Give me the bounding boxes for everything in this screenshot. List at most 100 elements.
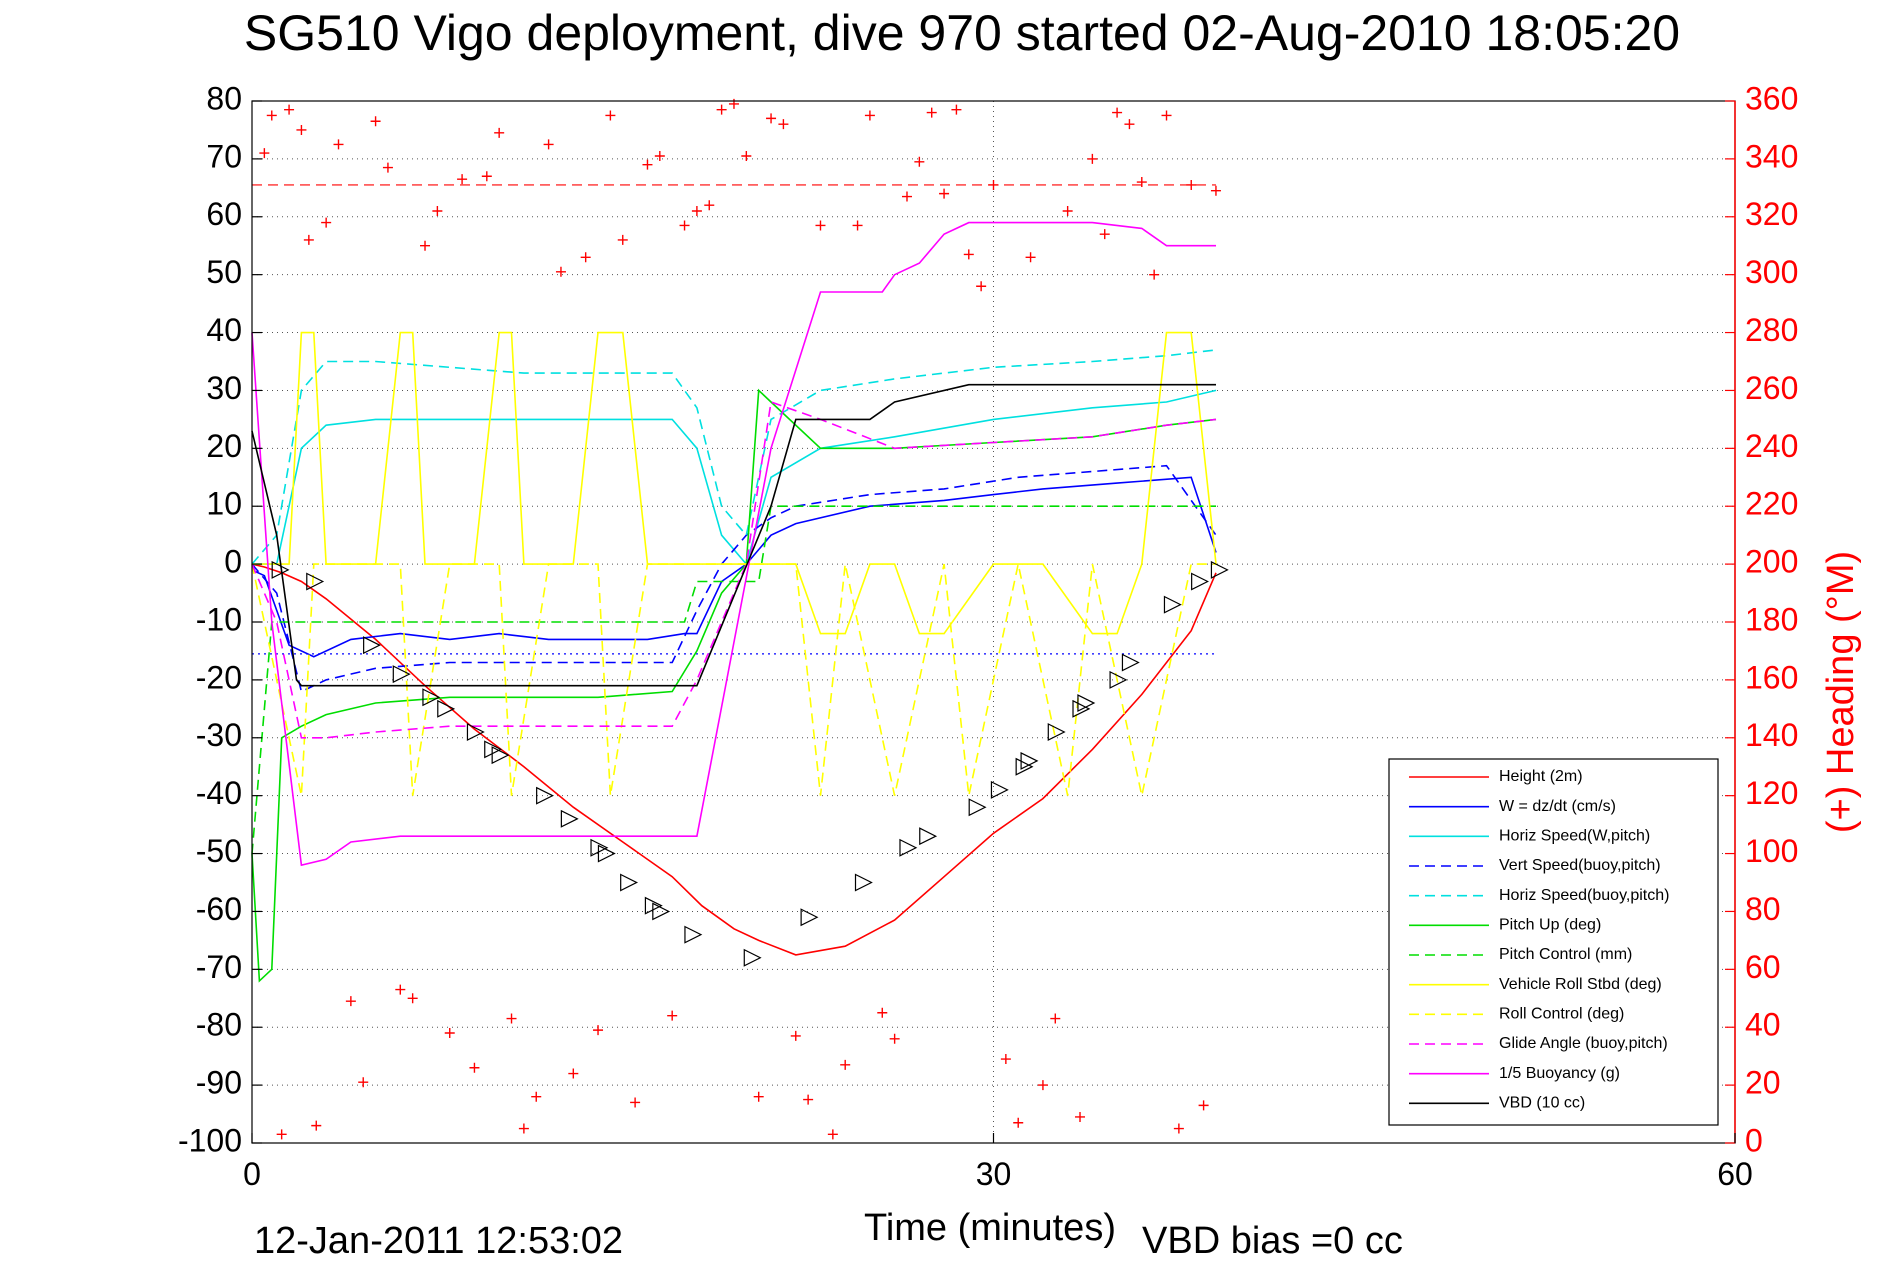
heading-marker bbox=[1075, 1111, 1086, 1122]
height-marker bbox=[560, 809, 579, 828]
y-right-tick-label: 320 bbox=[1745, 196, 1798, 232]
series-line bbox=[252, 389, 1217, 566]
series-line bbox=[252, 331, 1217, 635]
series-line bbox=[251, 476, 1217, 658]
y-right-tick-label: 100 bbox=[1745, 833, 1798, 869]
height-marker bbox=[1072, 699, 1091, 718]
heading-marker bbox=[358, 1077, 369, 1088]
legend-label: Vert Speed(buoy,pitch) bbox=[1499, 857, 1661, 874]
y-right-tick-label: 280 bbox=[1745, 312, 1798, 348]
chart-title: SG510 Vigo deployment, dive 970 started … bbox=[244, 5, 1680, 61]
height-marker bbox=[968, 798, 987, 817]
height-marker bbox=[422, 688, 441, 707]
height-marker bbox=[437, 699, 456, 718]
height-marker bbox=[919, 827, 938, 846]
heading-marker bbox=[543, 139, 554, 150]
y-tick-label: 70 bbox=[206, 138, 242, 174]
heading-marker bbox=[1173, 1123, 1184, 1134]
y-right-tick-label: 120 bbox=[1745, 775, 1798, 811]
series-line bbox=[251, 221, 1216, 867]
height-marker bbox=[652, 902, 671, 921]
y-right-tick-label: 180 bbox=[1745, 601, 1798, 637]
heading-marker bbox=[827, 1129, 838, 1140]
heading-marker bbox=[593, 1025, 604, 1036]
heading-marker bbox=[506, 1013, 517, 1024]
height-marker bbox=[1121, 653, 1140, 672]
heading-marker bbox=[407, 993, 418, 1004]
y-tick-label: 30 bbox=[206, 370, 242, 406]
y-tick-label: -30 bbox=[196, 717, 242, 753]
y-right-tick-label: 40 bbox=[1745, 1007, 1781, 1043]
heading-marker bbox=[481, 171, 492, 182]
series-line bbox=[251, 349, 1217, 565]
heading-marker bbox=[815, 220, 826, 231]
heading-marker bbox=[259, 148, 270, 159]
y-tick-label: 10 bbox=[206, 486, 242, 522]
heading-marker bbox=[704, 200, 715, 211]
y-right-tick-label: 240 bbox=[1745, 428, 1798, 464]
heading-marker bbox=[901, 191, 912, 202]
heading-marker bbox=[852, 220, 863, 231]
heading-marker bbox=[741, 150, 752, 161]
y-right-tick-label: 200 bbox=[1745, 544, 1798, 580]
height-marker bbox=[1047, 723, 1066, 741]
heading-marker bbox=[284, 104, 295, 115]
heading-marker bbox=[1062, 205, 1073, 216]
heading-marker bbox=[939, 188, 950, 199]
heading-marker bbox=[296, 124, 307, 135]
heading-marker bbox=[1161, 110, 1172, 121]
heading-marker bbox=[1025, 252, 1036, 263]
heading-marker bbox=[1124, 119, 1135, 130]
heading-marker bbox=[914, 156, 925, 167]
footer-date: 12-Jan-2011 12:53:02 bbox=[254, 1220, 623, 1262]
legend-label: Pitch Control (mm) bbox=[1499, 946, 1632, 963]
series-line bbox=[251, 505, 1216, 854]
heading-marker bbox=[840, 1059, 851, 1070]
heading-marker bbox=[345, 996, 356, 1007]
heading-marker bbox=[395, 984, 406, 995]
heading-marker bbox=[420, 240, 431, 251]
heading-marker bbox=[1087, 153, 1098, 164]
heading-marker bbox=[444, 1028, 455, 1039]
y-tick-label: 40 bbox=[206, 312, 242, 348]
legend-label: Vehicle Roll Stbd (deg) bbox=[1499, 976, 1662, 993]
heading-marker bbox=[580, 252, 591, 263]
heading-marker bbox=[1198, 1100, 1209, 1111]
height-marker bbox=[363, 636, 381, 655]
heading-marker bbox=[988, 179, 999, 190]
y-right-tick-label: 20 bbox=[1745, 1065, 1781, 1101]
height-marker bbox=[466, 723, 485, 741]
legend: Height (2m) W = dz/dt (cm/s) Horiz Speed(W… bbox=[1388, 758, 1719, 1126]
heading-marker bbox=[951, 104, 962, 115]
y-right-tick-label: 340 bbox=[1745, 138, 1798, 174]
heading-marker bbox=[276, 1129, 287, 1140]
height-marker bbox=[1163, 595, 1182, 614]
height-marker bbox=[1109, 670, 1128, 689]
heading-marker bbox=[667, 1010, 678, 1021]
heading-marker bbox=[568, 1068, 579, 1079]
series-line bbox=[251, 383, 1216, 687]
heading-marker bbox=[531, 1091, 542, 1102]
heading-marker bbox=[778, 119, 789, 130]
series-line bbox=[251, 563, 1216, 796]
heading-marker bbox=[766, 113, 777, 124]
heading-marker bbox=[976, 281, 987, 292]
height-marker bbox=[536, 786, 554, 805]
heading-marker bbox=[303, 234, 314, 245]
height-marker bbox=[1077, 694, 1096, 713]
heading-marker bbox=[926, 107, 937, 118]
y-right-tick-label: 260 bbox=[1745, 370, 1798, 406]
legend-box bbox=[1388, 758, 1719, 1126]
heading-marker bbox=[716, 104, 727, 115]
y-tick-label: 0 bbox=[224, 544, 242, 580]
legend-label: Pitch Up (deg) bbox=[1499, 917, 1601, 934]
y-right-tick-label: 60 bbox=[1745, 949, 1781, 985]
heading-marker bbox=[691, 205, 702, 216]
reference-lines bbox=[252, 184, 1216, 655]
height-marker bbox=[990, 780, 1009, 799]
heading-marker bbox=[654, 150, 665, 161]
heading-marker bbox=[321, 217, 332, 228]
y-tick-label: -50 bbox=[196, 833, 242, 869]
y-right-tick-label: 0 bbox=[1745, 1122, 1763, 1158]
height-marker bbox=[800, 908, 819, 927]
